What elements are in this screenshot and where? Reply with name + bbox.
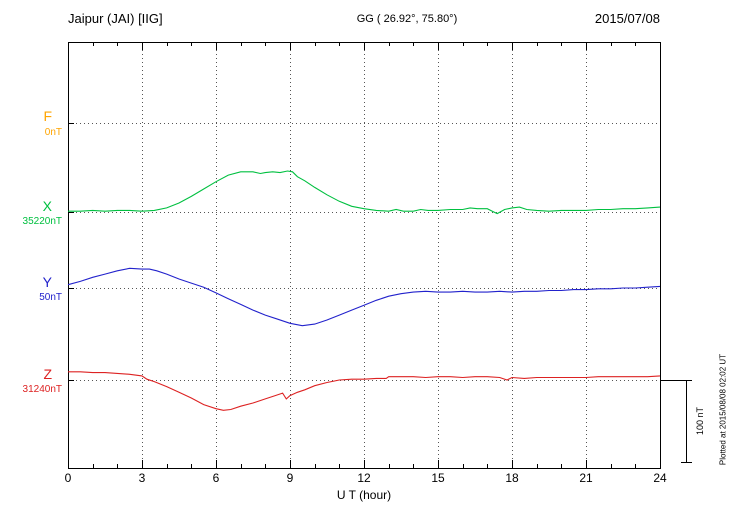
component-Z-baseline-value: 31240nT [22, 384, 62, 395]
x-tick-label: 24 [653, 471, 667, 485]
z-trace [68, 371, 661, 411]
x-tick-label: 18 [505, 471, 519, 485]
component-X-label: X [42, 198, 52, 214]
x-tick-label: 9 [286, 471, 294, 485]
plot-date: 2015/07/08 [594, 11, 660, 26]
geo-coords: GG ( 26.92°, 75.80°) [356, 13, 458, 25]
component-F-label: F [43, 108, 52, 124]
x-tick-label: 21 [579, 471, 593, 485]
component-Z-label: Z [43, 366, 52, 382]
ut-axis-label: U T (hour) [336, 488, 392, 502]
plot-frame [68, 42, 661, 469]
component-Y-baseline-value: 50nT [39, 292, 62, 303]
x-tick-label: 15 [431, 471, 445, 485]
x-trace [68, 170, 661, 215]
station-title: Jaipur (JAI) [IIG] [68, 11, 163, 26]
component-F-baseline-value: 0nT [44, 127, 62, 138]
x-tick-label: 6 [212, 471, 220, 485]
x-tick-label: 3 [138, 471, 146, 485]
x-tick-label: 12 [357, 471, 371, 485]
component-Y-label: Y [42, 274, 52, 290]
x-tick-label: 0 [64, 471, 72, 485]
plotted-at-note: Plotted at 2015/08/08 02:02 UT [718, 353, 728, 466]
scale-bar-label: 100 nT [695, 406, 705, 436]
y-trace [67, 267, 661, 327]
component-X-baseline-value: 35220nT [22, 216, 62, 227]
